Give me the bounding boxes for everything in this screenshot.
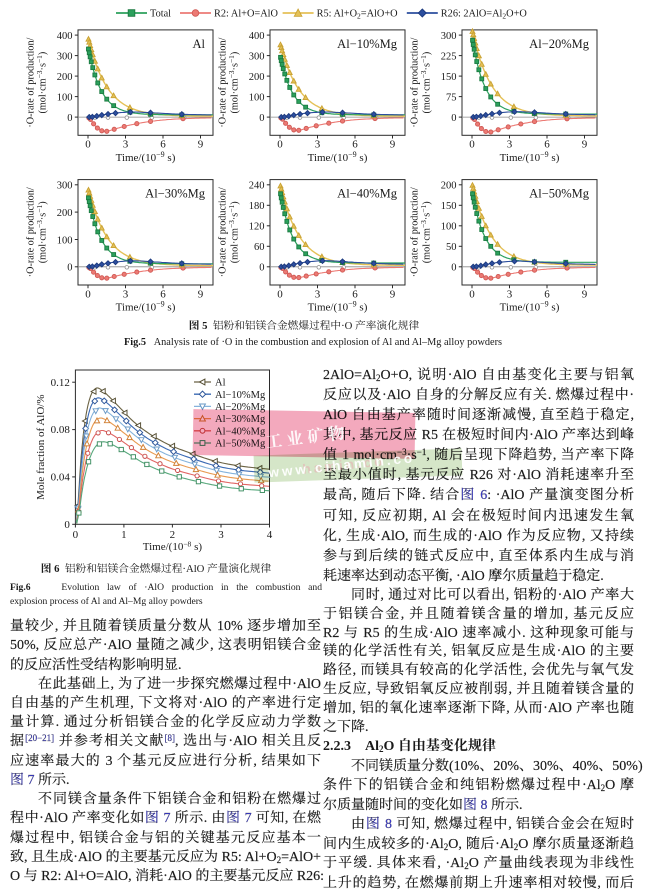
svg-text:·O-rate of production/: ·O-rate of production/ <box>218 187 229 277</box>
svg-text:3: 3 <box>315 288 321 300</box>
svg-text:0: 0 <box>469 288 475 300</box>
svg-text:Time/(10−9 s): Time/(10−9 s) <box>116 150 176 164</box>
svg-text:150: 150 <box>441 72 457 83</box>
svg-text:9: 9 <box>582 288 588 300</box>
svg-text:0: 0 <box>67 263 72 274</box>
svg-text:(mol·cm−3·s−1): (mol·cm−3·s−1) <box>419 201 433 263</box>
svg-text:·O-rate of production/: ·O-rate of production/ <box>410 187 421 277</box>
svg-text:0.12: 0.12 <box>51 377 70 389</box>
svg-text:Al−30%Mg: Al−30%Mg <box>145 187 206 201</box>
svg-text:Total: Total <box>150 9 171 20</box>
svg-text:Time/(10−9 s): Time/(10−9 s) <box>308 300 368 314</box>
svg-text:100: 100 <box>57 235 73 246</box>
svg-text:R26: 2AlO=Al2O+O: R26: 2AlO=Al2O+O <box>441 9 528 21</box>
svg-text:(mol·cm−3·s−1): (mol·cm−3·s−1) <box>35 52 49 114</box>
svg-text:100: 100 <box>57 92 73 103</box>
svg-text:0: 0 <box>469 139 475 151</box>
svg-text:300: 300 <box>57 51 73 62</box>
svg-text:Al−10%Mg: Al−10%Mg <box>215 390 266 401</box>
svg-text:0: 0 <box>277 288 283 300</box>
svg-text:6: 6 <box>544 139 550 151</box>
svg-text:150: 150 <box>441 201 457 212</box>
svg-text:6: 6 <box>352 288 358 300</box>
svg-text:3: 3 <box>315 139 321 151</box>
svg-text:3: 3 <box>507 288 513 300</box>
svg-text:100: 100 <box>441 222 457 233</box>
svg-text:0.04: 0.04 <box>51 472 71 484</box>
svg-text:(mol·cm−3·s−1): (mol·cm−3·s−1) <box>35 201 49 263</box>
svg-text:Time/(10−9 s): Time/(10−9 s) <box>308 150 368 164</box>
svg-text:·O-rate of production/: ·O-rate of production/ <box>218 37 229 127</box>
svg-text:200: 200 <box>57 208 73 219</box>
svg-text:75: 75 <box>446 92 457 103</box>
svg-text:3: 3 <box>123 139 129 151</box>
svg-text:60: 60 <box>254 242 265 253</box>
svg-text:225: 225 <box>441 51 457 62</box>
svg-text:0: 0 <box>73 529 79 541</box>
svg-text:9: 9 <box>390 139 396 151</box>
svg-text:6: 6 <box>160 288 166 300</box>
svg-text:200: 200 <box>57 72 73 83</box>
svg-text:300: 300 <box>57 181 73 192</box>
svg-text:2: 2 <box>170 529 176 541</box>
svg-text:0: 0 <box>451 263 456 274</box>
svg-text:Al: Al <box>215 378 226 389</box>
svg-text:9: 9 <box>198 139 204 151</box>
svg-text:3: 3 <box>218 529 224 541</box>
svg-text:180: 180 <box>249 201 265 212</box>
svg-text:0: 0 <box>259 113 264 124</box>
svg-text:120: 120 <box>249 222 265 233</box>
svg-text:9: 9 <box>198 288 204 300</box>
svg-text:R2: Al+O=AlO: R2: Al+O=AlO <box>214 9 279 20</box>
svg-text:0.08: 0.08 <box>51 424 71 436</box>
svg-text:Time/(10−9 s): Time/(10−9 s) <box>500 300 560 314</box>
svg-text:100: 100 <box>249 92 265 103</box>
svg-text:0: 0 <box>67 113 72 124</box>
svg-text:240: 240 <box>249 181 265 192</box>
svg-text:4: 4 <box>267 529 273 541</box>
svg-text:200: 200 <box>441 181 457 192</box>
svg-text:9: 9 <box>390 288 396 300</box>
svg-text:(mol·cm−3·s−1): (mol·cm−3·s−1) <box>227 201 241 263</box>
svg-text:3: 3 <box>123 288 129 300</box>
svg-text:·O-rate of production/: ·O-rate of production/ <box>26 187 37 277</box>
svg-text:·O-rate of production/: ·O-rate of production/ <box>410 37 421 127</box>
svg-text:Al−50%Mg: Al−50%Mg <box>529 187 590 201</box>
svg-text:·O-rate of production/: ·O-rate of production/ <box>26 37 37 127</box>
svg-text:300: 300 <box>249 51 265 62</box>
svg-text:Al−20%Mg: Al−20%Mg <box>529 37 590 51</box>
svg-text:Al−40%Mg: Al−40%Mg <box>337 187 398 201</box>
svg-text:(mol·cm−3·s−1): (mol·cm−3·s−1) <box>227 52 241 114</box>
svg-text:Al: Al <box>193 37 206 51</box>
svg-text:Time/(10−8 s): Time/(10−8 s) <box>143 540 203 554</box>
svg-text:Al−20%Mg: Al−20%Mg <box>215 402 266 413</box>
svg-text:9: 9 <box>582 139 588 151</box>
svg-text:Time/(10−9 s): Time/(10−9 s) <box>116 300 176 314</box>
svg-text:6: 6 <box>544 288 550 300</box>
svg-text:3: 3 <box>507 139 513 151</box>
svg-text:300: 300 <box>441 31 457 42</box>
svg-text:0: 0 <box>85 288 91 300</box>
svg-text:400: 400 <box>57 31 73 42</box>
svg-text:Time/(10−9 s): Time/(10−9 s) <box>500 150 560 164</box>
svg-text:1: 1 <box>121 529 127 541</box>
svg-text:0: 0 <box>64 519 70 531</box>
svg-text:0: 0 <box>259 263 264 274</box>
svg-text:0: 0 <box>451 113 456 124</box>
svg-text:Mole fraction of AlO/%: Mole fraction of AlO/% <box>35 394 47 499</box>
svg-text:6: 6 <box>352 139 358 151</box>
svg-text:50: 50 <box>446 242 457 253</box>
svg-text:R5: Al+O2=AlO+O: R5: Al+O2=AlO+O <box>317 9 399 21</box>
svg-text:Al−10%Mg: Al−10%Mg <box>337 37 398 51</box>
svg-text:6: 6 <box>160 139 166 151</box>
svg-text:(mol·cm−3·s−1): (mol·cm−3·s−1) <box>419 52 433 114</box>
svg-text:0: 0 <box>277 139 283 151</box>
svg-text:0: 0 <box>85 139 91 151</box>
svg-text:200: 200 <box>249 72 265 83</box>
svg-text:400: 400 <box>249 31 265 42</box>
